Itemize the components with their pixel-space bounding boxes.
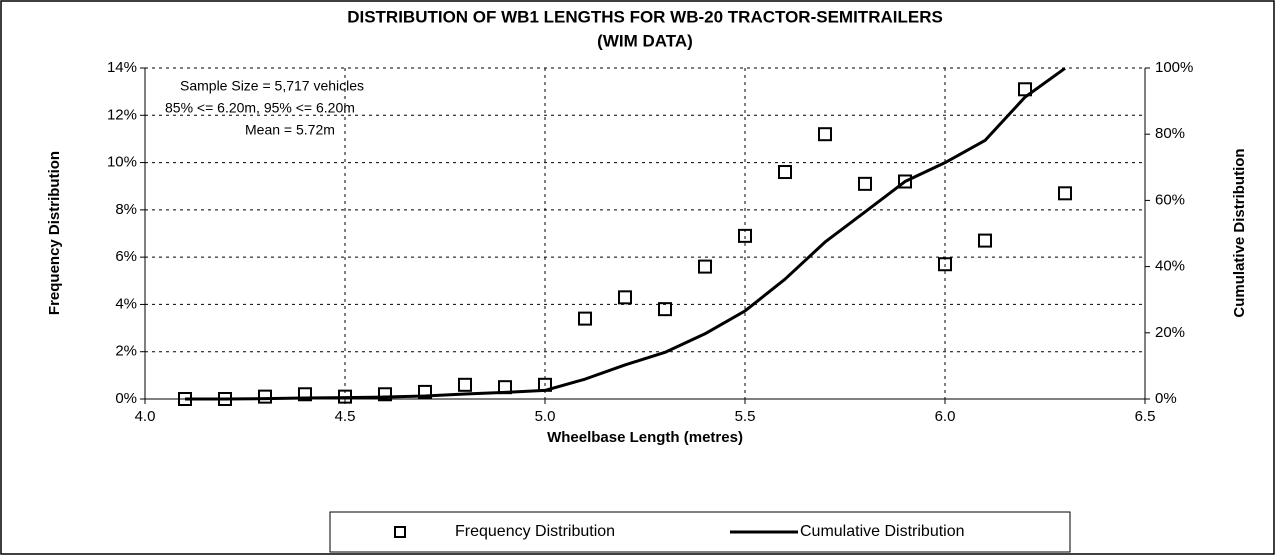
chart-title: DISTRIBUTION OF WB1 LENGTHS FOR WB-20 TR…	[347, 7, 943, 26]
x-tick-label: 6.5	[1135, 408, 1156, 425]
marker	[818, 127, 832, 142]
x-tick-label: 6.0	[935, 408, 956, 425]
y2-tick-label: 20%	[1155, 324, 1185, 341]
marker	[1058, 186, 1072, 201]
annotation: 85% <= 6.20m, 95% <= 6.20m	[165, 100, 355, 116]
marker	[698, 259, 712, 274]
x-tick-label: 4.0	[135, 408, 156, 425]
y-tick-label: 6%	[115, 248, 137, 265]
legend-box	[329, 511, 1071, 553]
marker	[618, 290, 632, 305]
marker	[978, 233, 992, 248]
y-tick-label: 8%	[115, 201, 137, 218]
marker	[578, 311, 592, 326]
x-tick-label: 5.5	[735, 408, 756, 425]
y-tick-label: 10%	[107, 154, 137, 171]
y-tick-label: 0%	[115, 390, 137, 407]
chart-subtitle: (WIM DATA)	[597, 31, 693, 50]
marker	[378, 387, 392, 402]
y2-tick-label: 60%	[1155, 191, 1185, 208]
marker	[898, 174, 912, 189]
y2-tick-label: 40%	[1155, 258, 1185, 275]
marker	[778, 165, 792, 180]
y2-tick-label: 100%	[1155, 59, 1193, 76]
marker	[738, 228, 752, 243]
marker	[658, 302, 672, 317]
x-tick-label: 4.5	[335, 408, 356, 425]
annotation: Sample Size = 5,717 vehicles	[180, 78, 364, 94]
x-axis-label: Wheelbase Length (metres)	[547, 429, 743, 446]
y-tick-label: 4%	[115, 295, 137, 312]
line	[185, 67, 1066, 401]
marker	[858, 176, 872, 191]
y-tick-label: 12%	[107, 106, 137, 123]
annotation: Mean = 5.72m	[245, 122, 335, 138]
marker	[938, 257, 952, 272]
legend-label: Cumulative Distribution	[800, 523, 965, 540]
x-tick-label: 5.0	[535, 408, 556, 425]
marker	[418, 384, 432, 399]
marker	[458, 377, 472, 392]
y-axis-label: Frequency Distribution	[46, 151, 63, 315]
marker	[1018, 82, 1032, 97]
legend-label: Frequency Distribution	[455, 523, 615, 540]
marker	[258, 389, 272, 404]
y-tick-label: 14%	[107, 59, 137, 76]
y2-tick-label: 80%	[1155, 125, 1185, 142]
legend-marker	[394, 526, 406, 538]
y2-axis-label: Cumulative Distribution	[1231, 148, 1248, 317]
y-tick-label: 2%	[115, 343, 137, 360]
y2-tick-label: 0%	[1155, 390, 1177, 407]
marker	[298, 387, 312, 402]
